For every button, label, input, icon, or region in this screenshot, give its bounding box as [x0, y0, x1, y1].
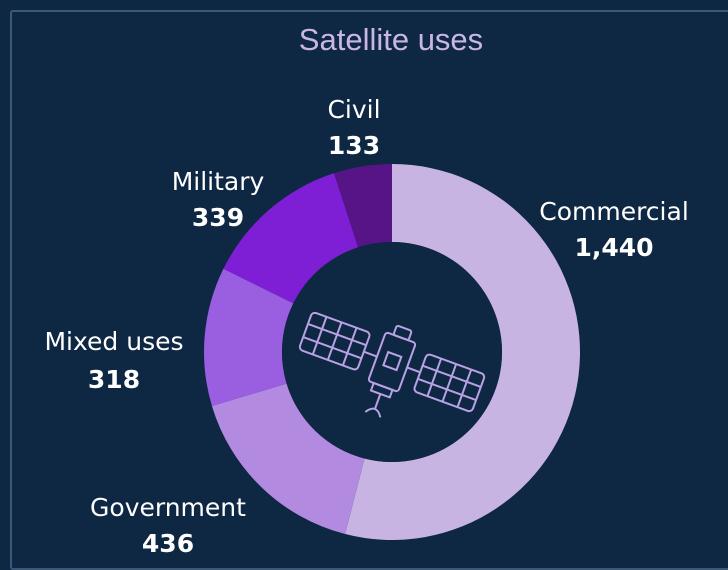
label-government-value: 436 — [142, 529, 194, 558]
label-government-name: Government — [90, 493, 246, 522]
label-government: Government 436 — [90, 493, 246, 558]
label-commercial: Commercial 1,440 — [539, 197, 689, 262]
donut-hole — [282, 242, 502, 462]
label-civil-value: 133 — [328, 131, 380, 160]
slice-military — [223, 173, 359, 304]
chart-title: Satellite uses — [298, 22, 484, 57]
label-mixed-uses-value: 318 — [88, 365, 140, 394]
donut-slices — [204, 164, 581, 541]
label-mixed-uses-name: Mixed uses — [44, 327, 183, 356]
label-military-value: 339 — [192, 203, 244, 232]
label-mixed-uses: Mixed uses 318 — [44, 327, 183, 394]
label-military-name: Military — [172, 167, 265, 196]
slice-civil — [334, 164, 392, 248]
label-civil: Civil 133 — [327, 95, 380, 160]
label-commercial-name: Commercial — [539, 197, 689, 226]
slice-commercial — [345, 164, 581, 541]
label-commercial-value: 1,440 — [574, 233, 653, 262]
label-civil-name: Civil — [327, 95, 380, 124]
slice-government — [211, 383, 365, 535]
slice-mixed-uses — [204, 268, 294, 406]
label-military: Military 339 — [172, 167, 265, 232]
satellite-icon — [298, 311, 486, 418]
